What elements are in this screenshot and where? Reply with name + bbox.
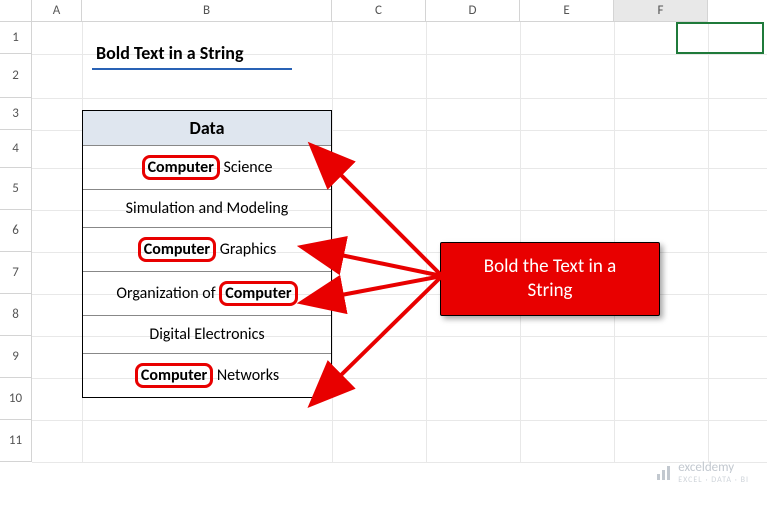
row-header-6[interactable]: 6 (0, 210, 32, 252)
cells-area[interactable]: Bold Text in a String Data Computer Scie… (32, 22, 767, 462)
watermark-tagline: EXCEL · DATA · BI (678, 475, 749, 485)
highlight-box: Computer (138, 237, 216, 262)
column-headers: ABCDEF (0, 0, 767, 22)
callout-line1: Bold the Text in a (484, 255, 617, 278)
page-title-text: Bold Text in a String (96, 42, 244, 64)
page-title: Bold Text in a String (92, 36, 292, 70)
data-table: Data Computer ScienceSimulation and Mode… (82, 110, 332, 398)
callout-box: Bold the Text in a String (440, 242, 660, 316)
col-header-A[interactable]: A (32, 0, 82, 22)
row-header-7[interactable]: 7 (0, 252, 32, 294)
row-header-8[interactable]: 8 (0, 294, 32, 336)
chart-icon (656, 465, 672, 481)
row-header-3[interactable]: 3 (0, 98, 32, 130)
select-all-corner[interactable] (0, 0, 32, 22)
watermark-brand: exceldemy (678, 460, 734, 475)
spreadsheet-grid: ABCDEF 1234567891011 Bold Text in a Stri… (0, 0, 767, 503)
callout-line2: String (527, 279, 572, 302)
col-header-E[interactable]: E (520, 0, 614, 22)
highlight-box: Computer (135, 363, 213, 388)
col-header-D[interactable]: D (426, 0, 520, 22)
table-row[interactable]: Digital Electronics (83, 316, 331, 354)
col-header-B[interactable]: B (82, 0, 332, 22)
highlight-box: Computer (219, 281, 297, 306)
table-row[interactable]: Computer Networks (83, 354, 331, 397)
row-header-5[interactable]: 5 (0, 168, 32, 210)
row-header-9[interactable]: 9 (0, 336, 32, 378)
watermark: exceldemy EXCEL · DATA · BI (656, 460, 749, 485)
table-row[interactable]: Organization of Computer (83, 272, 331, 316)
row-header-4[interactable]: 4 (0, 130, 32, 168)
row-header-11[interactable]: 11 (0, 420, 32, 462)
col-header-C[interactable]: C (332, 0, 426, 22)
row-headers: 1234567891011 (0, 22, 32, 462)
table-row[interactable]: Computer Science (83, 146, 331, 190)
table-header: Data (83, 111, 331, 146)
table-row[interactable]: Simulation and Modeling (83, 190, 331, 228)
row-header-10[interactable]: 10 (0, 378, 32, 420)
table-row[interactable]: Computer Graphics (83, 228, 331, 272)
highlight-box: Computer (142, 155, 220, 180)
row-header-1[interactable]: 1 (0, 22, 32, 54)
row-header-2[interactable]: 2 (0, 54, 32, 98)
col-header-F[interactable]: F (614, 0, 708, 22)
